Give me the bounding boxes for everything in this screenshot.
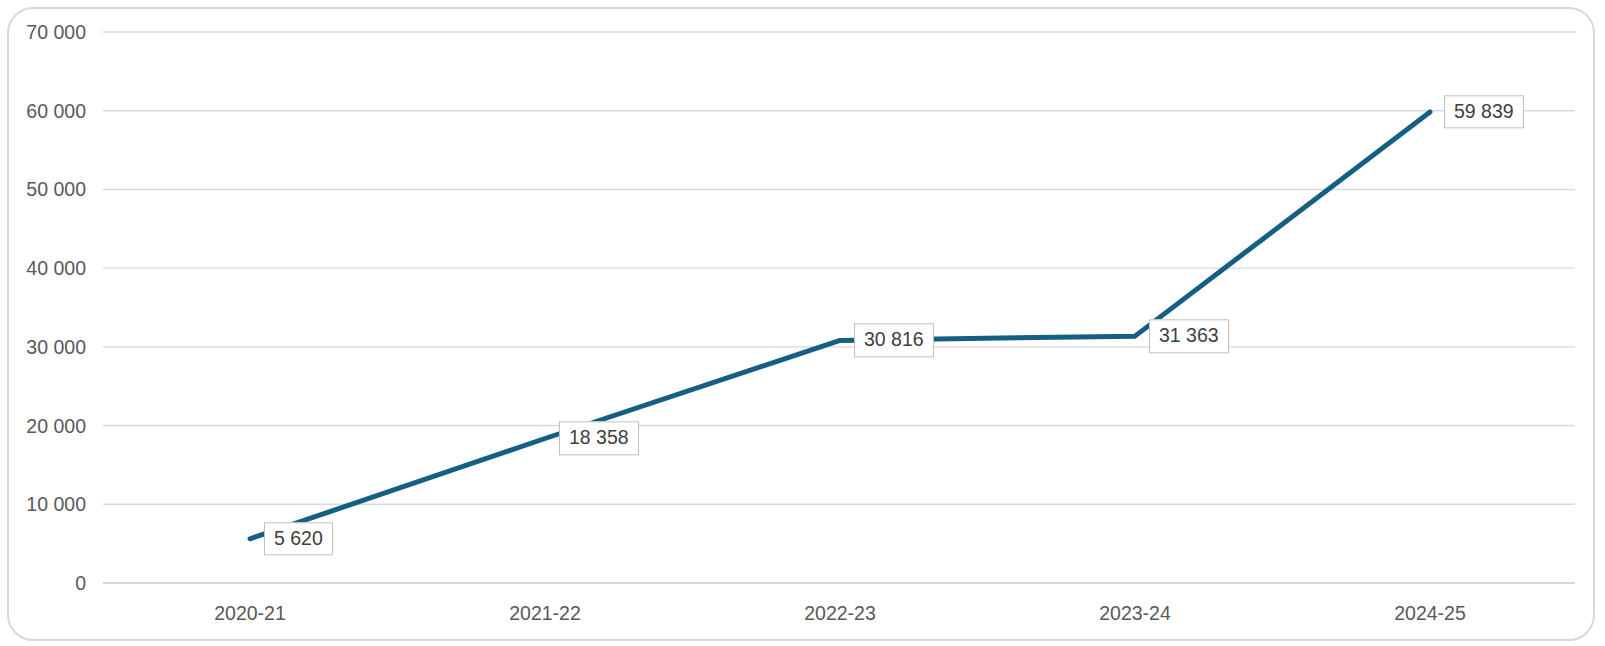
data-series-line <box>250 112 1430 539</box>
y-tick-label: 30 000 <box>26 336 86 358</box>
y-tick-label: 0 <box>75 572 86 594</box>
x-tick-label: 2024-25 <box>1394 602 1466 624</box>
chart-area: 0 10 000 20 000 30 000 40 000 50 000 60 000 70 … <box>0 0 1605 646</box>
y-tick-label: 70 000 <box>26 21 86 43</box>
y-tick-label: 50 000 <box>26 178 86 200</box>
y-tick-label: 20 000 <box>26 415 86 437</box>
x-tick-label: 2023-24 <box>1099 602 1171 624</box>
line-chart-plot: 0 10 000 20 000 30 000 40 000 50 000 60 000 70 … <box>0 0 1605 646</box>
y-tick-label: 40 000 <box>26 257 86 279</box>
y-tick-label: 60 000 <box>26 100 86 122</box>
x-tick-label: 2022-23 <box>804 602 876 624</box>
y-tick-label: 10 000 <box>26 493 86 515</box>
x-tick-label: 2020-21 <box>214 602 286 624</box>
x-tick-label: 2021-22 <box>509 602 581 624</box>
